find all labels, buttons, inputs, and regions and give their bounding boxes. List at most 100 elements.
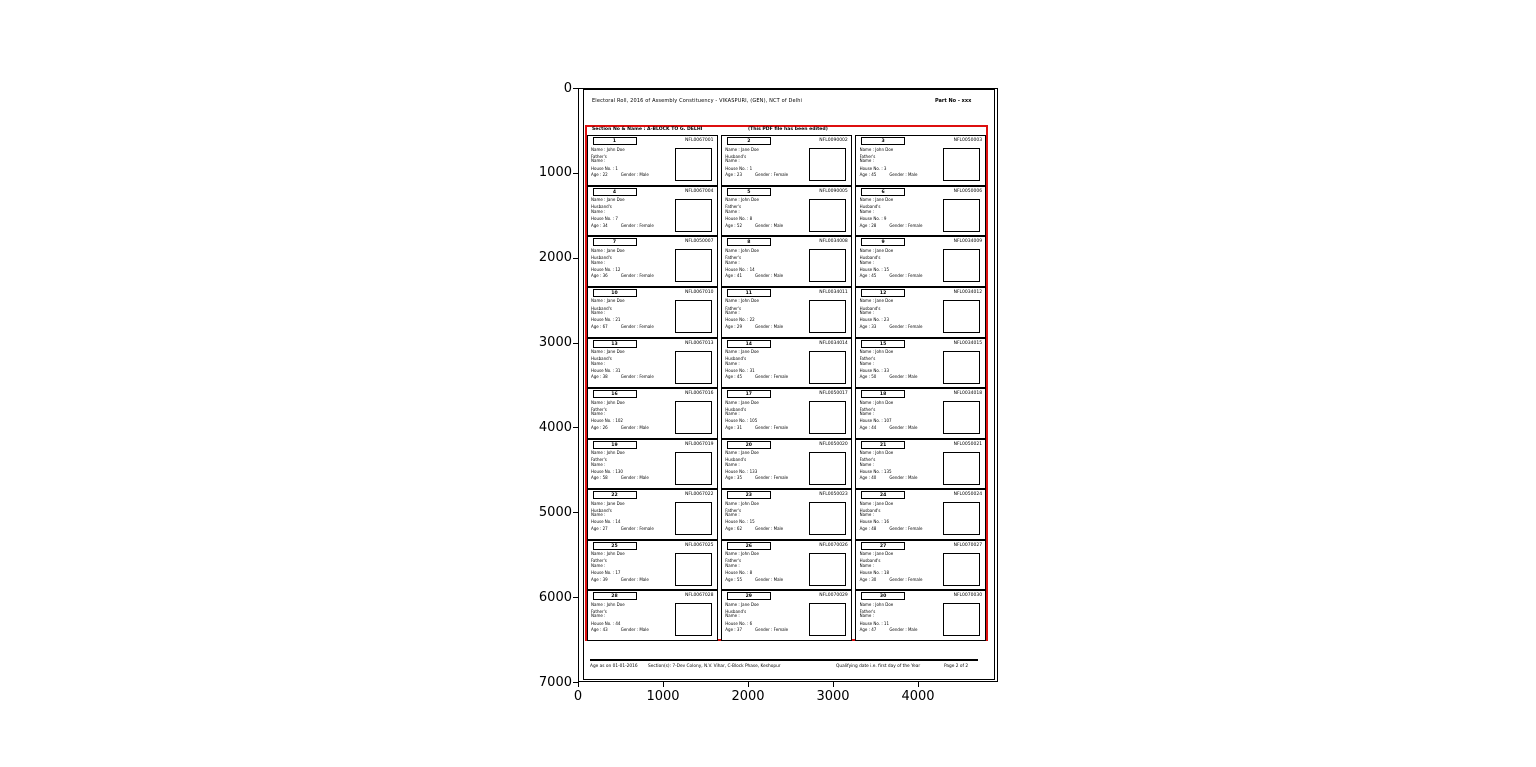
relation-label-1: Father's <box>725 254 742 260</box>
epic-id: NFL0067013 <box>684 340 714 346</box>
gender-value: Gender : Female <box>889 222 923 228</box>
voter-details: Name : Jane Doe Husband's Name : House N… <box>725 601 809 633</box>
voter-details: Name : Jane Doe Husband's Name : House N… <box>591 501 675 532</box>
voter-name: Name : Jane Doe <box>725 601 759 607</box>
voter-card: 28 NFL0067028 Name : John Doe Father's N… <box>586 590 718 641</box>
relation-label-2: Name : <box>859 310 875 316</box>
y-tick-mark <box>573 88 578 89</box>
x-tick-label: 4000 <box>901 689 935 704</box>
age-gender-line: Age : 62 Gender : Male <box>725 526 809 532</box>
gender-value: Gender : Male <box>620 172 649 178</box>
age-value: Age : 45 <box>859 273 877 279</box>
house-number: House No. : 11 <box>859 620 890 626</box>
voter-name: Name : John Doe <box>859 399 894 405</box>
y-tick-label: 7000 <box>538 674 572 690</box>
serial-number-box: 6 <box>861 187 906 196</box>
age-gender-line: Age : 44 Gender : Male <box>859 424 944 431</box>
relation-label-2: Name : <box>859 512 875 518</box>
y-tick-mark <box>573 682 578 683</box>
serial-number-box: 28 <box>592 592 637 601</box>
voter-details: Name : Jane Doe Husband's Name : House N… <box>591 349 675 380</box>
voter-details: Name : John Doe Father's Name : House No… <box>860 450 944 481</box>
photo-box <box>808 552 846 586</box>
serial-number-box: 19 <box>592 440 637 449</box>
age-gender-line: Age : 45 Gender : Female <box>859 273 944 279</box>
voter-details: Name : Jane Doe Husband's Name : House N… <box>860 198 944 228</box>
serial-number-box: 17 <box>726 390 771 399</box>
relation-label-1: Husband's <box>859 254 881 260</box>
voter-name: Name : John Doe <box>725 500 759 506</box>
age-gender-line: Age : 29 Gender : Male <box>725 324 809 330</box>
voter-card: 24 NFL0050024 Name : Jane Doe Husband's … <box>855 489 987 540</box>
relation-label-1: Father's <box>725 558 742 564</box>
voter-card: 8 NFL0034008 Name : John Doe Father's Na… <box>720 236 852 287</box>
serial-number-box: 12 <box>861 288 906 297</box>
voter-details: Name : Jane Doe Husband's Name : House N… <box>725 147 809 178</box>
y-tick-label: 1000 <box>538 165 572 181</box>
gender-value: Gender : Male <box>620 475 649 481</box>
relation-label-2: Name : <box>591 209 606 215</box>
epic-id: NFL0070029 <box>819 593 848 599</box>
house-number: House No. : 130 <box>591 468 623 474</box>
photo-box <box>943 249 981 283</box>
serial-number-box: 21 <box>861 440 906 449</box>
voter-details: Name : John Doe Father's Name : House No… <box>725 198 809 228</box>
age-value: Age : 55 <box>725 576 743 582</box>
photo-box <box>808 198 846 232</box>
age-value: Age : 28 <box>859 222 877 228</box>
age-value: Age : 52 <box>725 222 743 228</box>
house-number: House No. : 102 <box>591 418 623 424</box>
age-value: Age : 34 <box>591 222 608 228</box>
voter-details: Name : John Doe Father's Name : House No… <box>591 602 675 633</box>
photo-box <box>943 502 981 536</box>
photo-box <box>943 148 981 182</box>
voter-name: Name : John Doe <box>725 298 759 304</box>
voter-name: Name : Jane Doe <box>859 197 894 203</box>
gender-value: Gender : Male <box>889 172 918 178</box>
relation-label-2: Name : <box>591 310 606 316</box>
relation-label-2: Name : <box>859 411 875 417</box>
voter-name: Name : John Doe <box>591 399 625 405</box>
photo-box <box>674 603 712 637</box>
voter-name: Name : Jane Doe <box>591 247 625 253</box>
voter-name: Name : John Doe <box>591 146 625 152</box>
voter-details: Name : John Doe Father's Name : House No… <box>859 349 944 380</box>
voter-card: 29 NFL0070029 Name : Jane Doe Husband's … <box>720 590 852 641</box>
relation-label-2: Name : <box>859 158 875 164</box>
photo-box <box>808 451 846 485</box>
relation-label-2: Name : <box>859 562 875 568</box>
age-value: Age : 44 <box>859 424 877 430</box>
serial-number-box: 24 <box>861 491 906 500</box>
x-tick-mark <box>578 682 579 687</box>
voter-details: Name : John Doe Father's Name : House No… <box>725 552 809 582</box>
serial-number-box: 15 <box>861 339 906 348</box>
voter-details: Name : Jane Doe Husband's Name : House N… <box>859 501 944 532</box>
voter-card: 16 NFL0067016 Name : John Doe Father's N… <box>586 388 718 439</box>
voter-card: 18 NFL0034018 Name : John Doe Father's N… <box>855 388 987 439</box>
relation-label-1: Father's <box>725 305 742 311</box>
voter-details: Name : Jane Doe Husband's Name : House N… <box>725 400 809 431</box>
part-number: Part No - xxx <box>935 98 972 104</box>
voter-card: 14 NFL0034014 Name : Jane Doe Husband's … <box>720 337 852 389</box>
photo-box <box>943 350 981 384</box>
voter-name: Name : John Doe <box>725 551 759 557</box>
epic-id: NFL0067022 <box>684 492 714 498</box>
relation-label-2: Name : <box>725 310 740 316</box>
voter-name: Name : John Doe <box>859 349 894 354</box>
footer-section-address: Section(s): 7-Dev Colony, N.V. Vihar, C-… <box>648 664 781 669</box>
house-number: House No. : 33 <box>859 367 890 373</box>
voter-card: 10 NFL0067010 Name : Jane Doe Husband's … <box>586 286 718 338</box>
voter-name: Name : John Doe <box>591 450 625 456</box>
age-gender-line: Age : 22 Gender : Male <box>591 172 675 178</box>
relation-label-1: Husband's <box>591 356 612 362</box>
relation-label-2: Name : <box>591 512 606 518</box>
voter-card: 23 NFL0050023 Name : John Doe Father's N… <box>720 489 852 540</box>
age-gender-line: Age : 33 Gender : Female <box>860 324 944 330</box>
epic-id: NFL0034008 <box>819 239 848 245</box>
epic-id: NFL0070030 <box>953 593 983 599</box>
voter-card: 6 NFL0050006 Name : Jane Doe Husband's N… <box>855 185 987 237</box>
voter-details: Name : John Doe Father's Name : House No… <box>859 602 944 633</box>
voter-name: Name : John Doe <box>725 197 759 203</box>
age-value: Age : 27 <box>591 526 608 532</box>
y-tick-mark <box>573 427 578 429</box>
